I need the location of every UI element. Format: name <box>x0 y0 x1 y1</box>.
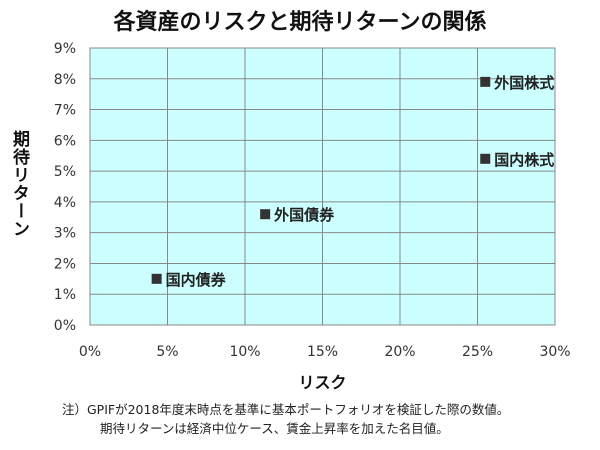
x-tick-label: 0% <box>79 344 101 360</box>
y-tick-label: 4% <box>54 195 76 211</box>
data-point-label: 国内株式 <box>494 151 554 169</box>
chart-title: 各資産のリスクと期待リターンの関係 <box>113 10 487 35</box>
y-tick-label: 8% <box>54 72 76 88</box>
x-tick-label: 25% <box>462 344 493 360</box>
x-tick-label: 5% <box>156 344 178 360</box>
footnote-line-2: 期待リターンは経済中位ケース、賃金上昇率を加えた名目値。 <box>100 421 449 436</box>
grid <box>89 47 556 326</box>
y-tick-label: 3% <box>54 226 76 242</box>
axis-ticks: 0% 5% 10% 15% 20% 25% 30% 0% 1% 2% 3% 4% 5% 6% 7% 8% 9% <box>54 41 571 360</box>
x-axis-label: リスク <box>298 373 346 392</box>
data-point-marker <box>260 209 271 220</box>
x-tick-label: 20% <box>384 344 415 360</box>
data-point-marker <box>151 273 162 284</box>
data-point-label: 外国株式 <box>493 74 554 92</box>
y-tick-label: 9% <box>54 41 76 57</box>
y-tick-label: 2% <box>54 256 76 272</box>
data-point-label: 外国債券 <box>273 206 335 224</box>
footnote: 注）GPIFが2018年度末時点を基準に基本ポートフォリオを検証した際の数値。 … <box>62 400 592 438</box>
y-tick-label: 6% <box>54 133 76 149</box>
x-tick-label: 30% <box>539 344 570 360</box>
y-axis-label: 期待リターン <box>9 130 29 238</box>
y-tick-label: 1% <box>54 287 76 303</box>
data-point-label: 国内債券 <box>166 271 227 289</box>
data-point-marker <box>480 76 491 87</box>
y-tick-label: 7% <box>54 103 76 119</box>
data-points: 国内債券 外国債券 国内株式 外国株式 <box>151 74 554 289</box>
x-tick-label: 15% <box>307 344 338 360</box>
y-tick-label: 5% <box>54 164 76 180</box>
y-tick-label: 0% <box>54 318 76 334</box>
x-tick-label: 10% <box>229 344 260 360</box>
footnote-line-1: 注）GPIFが2018年度末時点を基準に基本ポートフォリオを検証した際の数値。 <box>62 402 510 417</box>
data-point-marker <box>480 153 491 164</box>
